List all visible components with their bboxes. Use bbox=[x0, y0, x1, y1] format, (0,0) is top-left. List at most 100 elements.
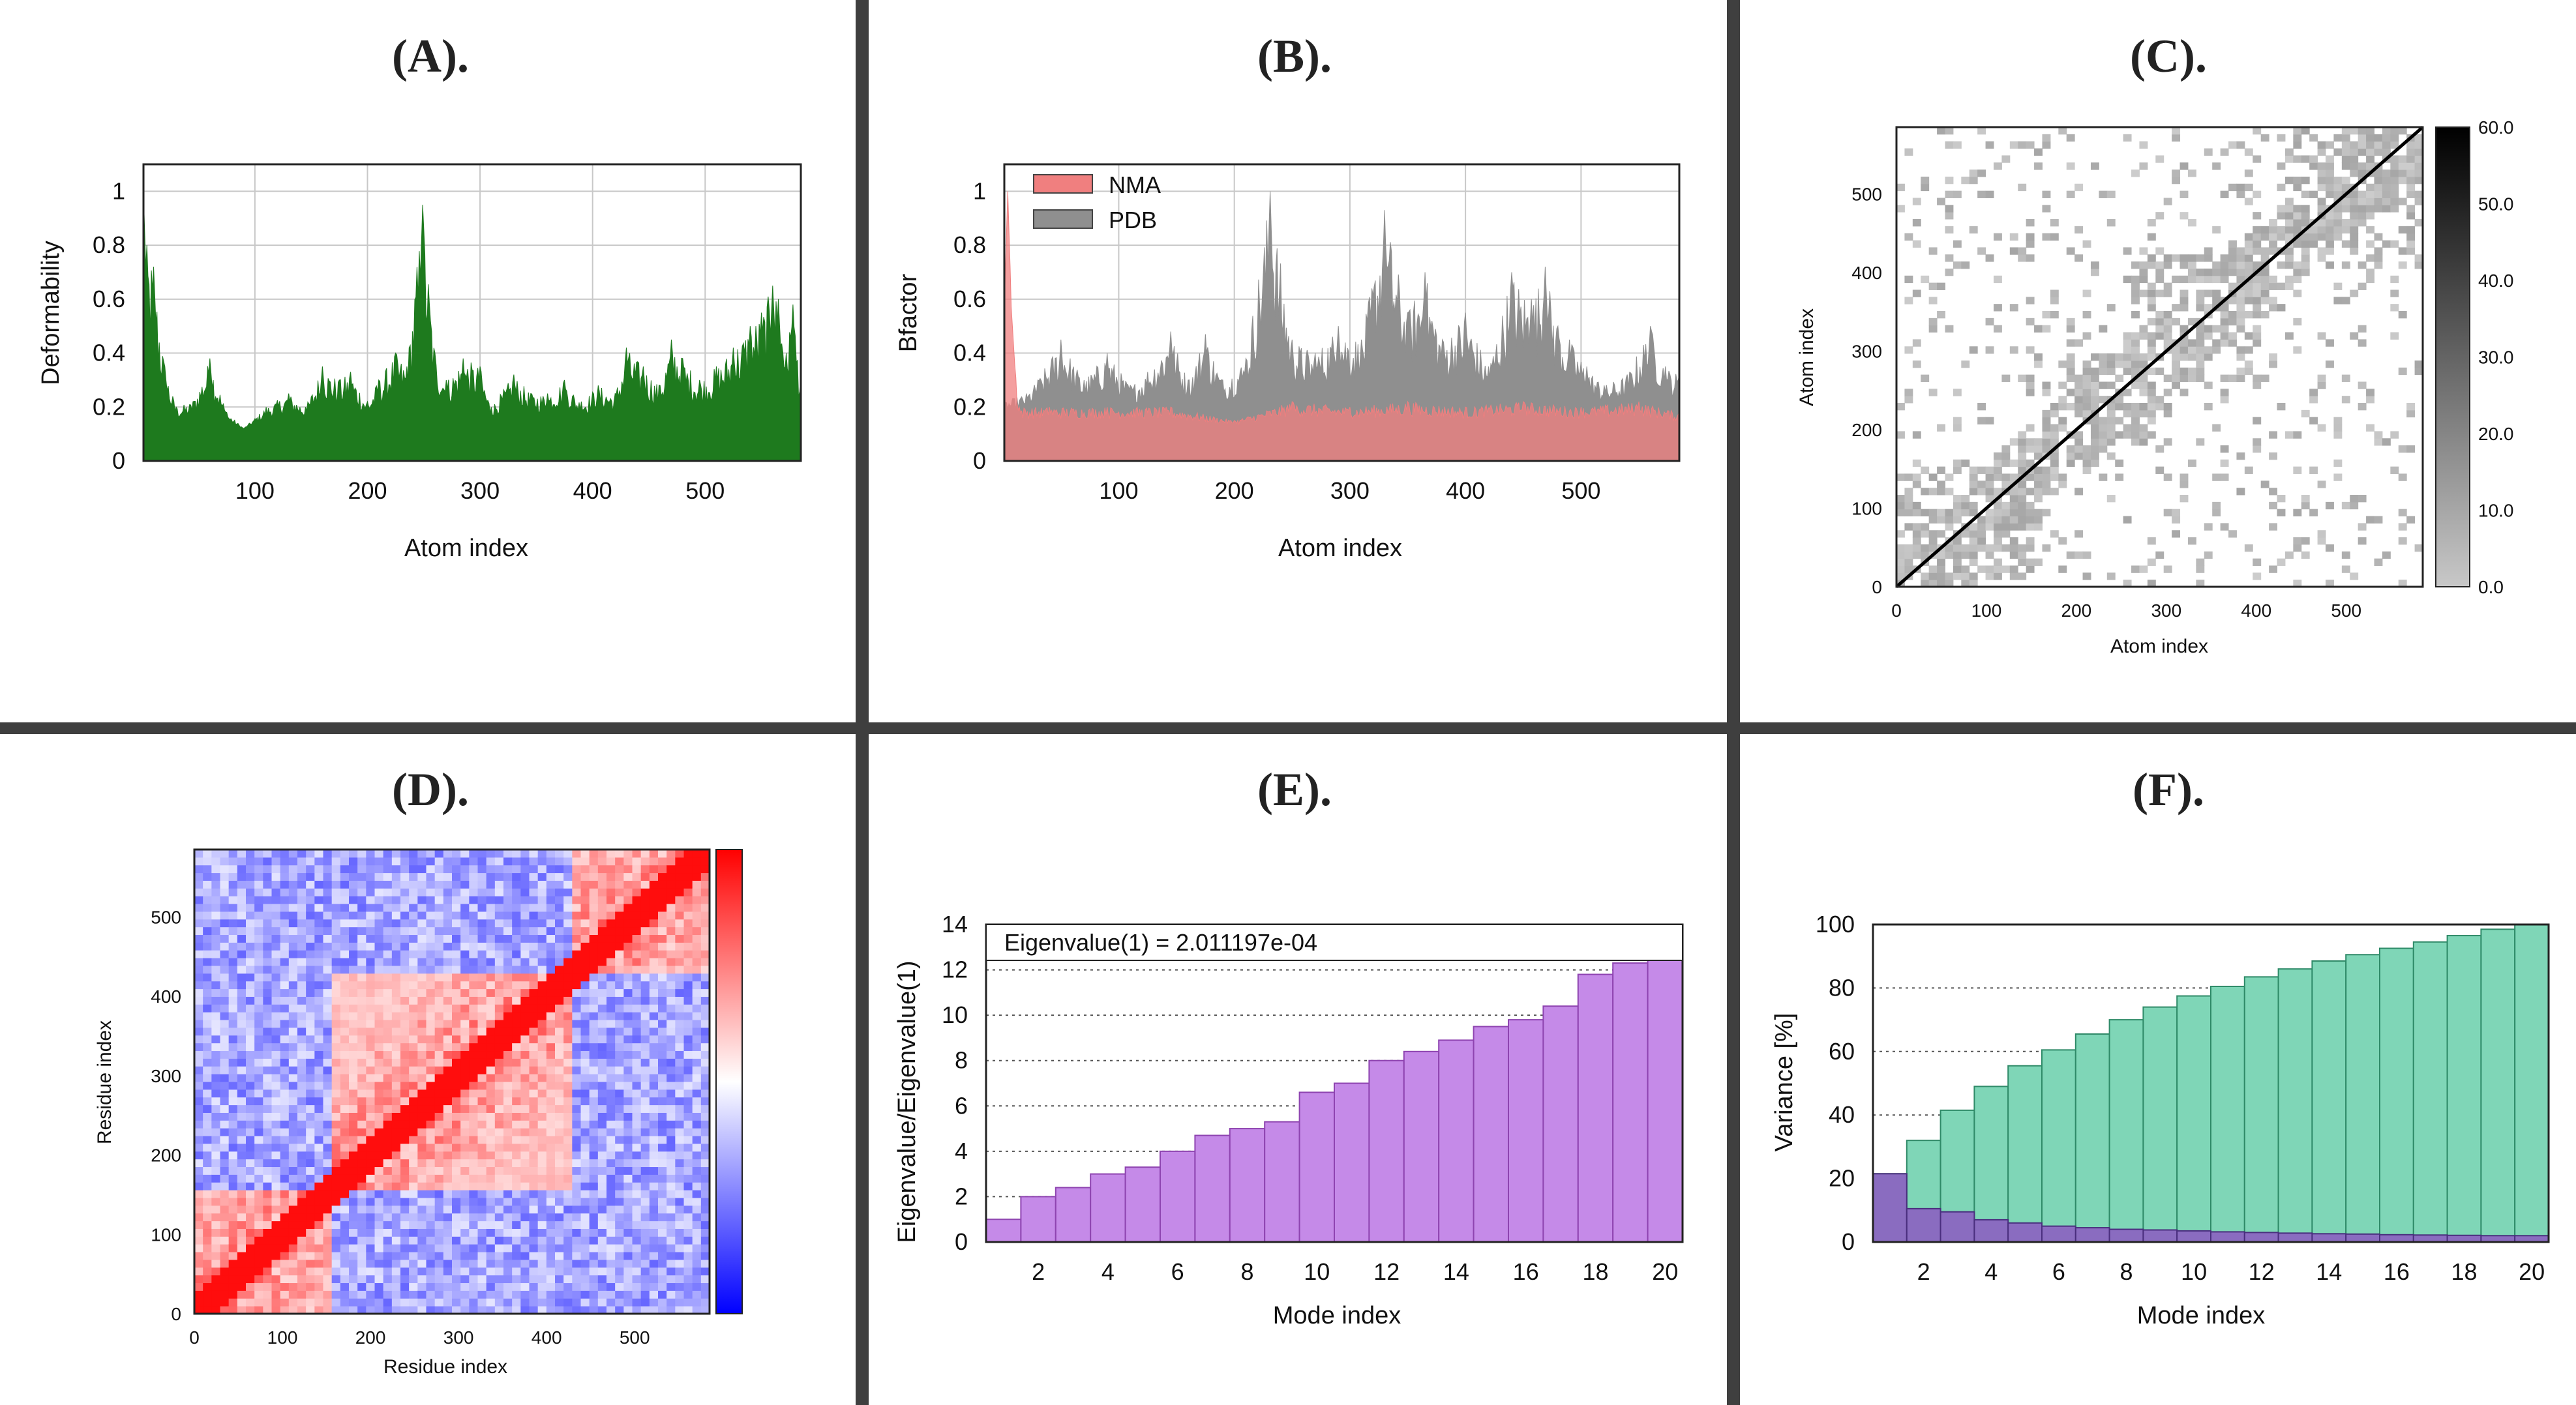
d-heat-cell bbox=[194, 904, 203, 912]
d-heat-cell bbox=[391, 1259, 401, 1268]
d-heat-cell bbox=[512, 942, 521, 951]
d-heat-cell bbox=[297, 850, 307, 858]
d-heat-cell bbox=[692, 1027, 702, 1036]
d-heat-cell bbox=[469, 1213, 478, 1222]
d-heat-cell bbox=[649, 1166, 659, 1175]
d-heat-cell bbox=[323, 857, 333, 866]
d-heat-cell bbox=[203, 1190, 212, 1198]
d-heat-cell bbox=[640, 1020, 650, 1028]
d-heat-cell bbox=[220, 1290, 230, 1299]
d-heat-cell bbox=[237, 1267, 247, 1276]
d-heat-cell bbox=[494, 880, 504, 889]
d-heat-cell bbox=[615, 1236, 624, 1245]
c-heat-cell bbox=[2309, 233, 2318, 241]
d-heat-cell bbox=[607, 1198, 616, 1206]
d-heat-cell bbox=[228, 880, 238, 889]
d-heat-cell bbox=[323, 942, 333, 951]
d-heat-cell bbox=[520, 1290, 530, 1299]
d-heat-cell bbox=[349, 958, 358, 966]
c-heat-cell bbox=[2260, 247, 2269, 255]
d-heat-cell bbox=[297, 1012, 307, 1020]
d-heat-cell bbox=[692, 880, 702, 889]
d-heat-cell bbox=[658, 1136, 667, 1144]
d-heat-cell bbox=[400, 1143, 410, 1152]
d-heat-cell bbox=[503, 988, 513, 997]
d-heat-cell bbox=[692, 1228, 702, 1237]
d-heat-cell bbox=[597, 1097, 607, 1106]
d-heat-cell bbox=[426, 888, 436, 896]
c-heat-cell bbox=[2155, 247, 2164, 255]
d-heat-cell bbox=[520, 872, 530, 881]
d-heat-cell bbox=[297, 934, 307, 943]
c-heat-cell bbox=[2196, 325, 2205, 333]
d-heat-cell bbox=[366, 1182, 375, 1191]
d-heat-cell bbox=[469, 1259, 478, 1268]
d-heat-cell bbox=[546, 996, 556, 1005]
d-heat-cell bbox=[512, 1190, 521, 1198]
d-heat-cell bbox=[391, 1089, 401, 1098]
d-heat-cell bbox=[357, 1306, 367, 1314]
d-heat-cell bbox=[546, 1198, 556, 1206]
d-heat-cell bbox=[228, 1190, 238, 1198]
d-heat-cell bbox=[477, 950, 487, 958]
d-heat-cell bbox=[615, 1058, 624, 1067]
d-heat-cell bbox=[211, 1104, 220, 1113]
d-heat-cell bbox=[366, 1128, 375, 1136]
d-heat-cell bbox=[331, 1120, 341, 1129]
c-heat-cell bbox=[2172, 127, 2181, 135]
d-heat-cell bbox=[349, 850, 358, 858]
c-heat-cell bbox=[2284, 148, 2294, 156]
d-heat-cell bbox=[683, 1252, 693, 1260]
c-heat-cell bbox=[2293, 205, 2302, 213]
d-heat-cell bbox=[246, 1020, 255, 1028]
c-heat-cell bbox=[2163, 389, 2172, 396]
d-heat-cell bbox=[426, 981, 436, 990]
d-heat-cell bbox=[366, 988, 375, 997]
c-xtick: 500 bbox=[2331, 600, 2361, 621]
d-heat-cell bbox=[452, 1043, 461, 1052]
d-heat-cell bbox=[555, 865, 564, 874]
e-bar bbox=[1647, 958, 1684, 1243]
c-heat-cell bbox=[1993, 509, 2002, 517]
d-heat-cell bbox=[537, 1190, 547, 1198]
d-heat-cell bbox=[555, 1306, 564, 1314]
d-heat-cell bbox=[563, 1190, 573, 1198]
d-heat-cell bbox=[589, 896, 599, 904]
d-heat-cell bbox=[563, 966, 573, 974]
d-heat-cell bbox=[666, 1220, 676, 1229]
d-heat-cell bbox=[469, 1290, 478, 1299]
d-heat-cell bbox=[563, 1213, 573, 1222]
d-heat-cell bbox=[658, 1143, 667, 1152]
c-heat-cell bbox=[1977, 565, 1986, 573]
e-bar bbox=[1264, 1121, 1300, 1243]
panel-a-title: (A). bbox=[392, 30, 469, 82]
d-heat-cell bbox=[666, 1020, 676, 1028]
c-heat-cell bbox=[1953, 141, 1962, 149]
d-heat-cell bbox=[263, 1182, 272, 1191]
d-heat-cell bbox=[417, 1182, 427, 1191]
d-heat-cell bbox=[366, 888, 375, 896]
c-heat-cell bbox=[2374, 431, 2383, 439]
c-heat-cell bbox=[2236, 325, 2245, 333]
d-heat-cell bbox=[211, 1012, 220, 1020]
d-heat-cell bbox=[452, 958, 461, 966]
d-heat-cell bbox=[512, 896, 521, 904]
c-heat-cell bbox=[2220, 445, 2229, 453]
d-heat-cell bbox=[494, 919, 504, 928]
d-heat-cell bbox=[623, 1027, 633, 1036]
d-heat-cell bbox=[700, 1082, 710, 1090]
d-heat-cell bbox=[675, 1143, 684, 1152]
d-heat-cell bbox=[340, 1082, 350, 1090]
d-heat-cell bbox=[400, 880, 410, 889]
d-heat-cell bbox=[683, 988, 693, 997]
c-heat-cell bbox=[2018, 438, 2027, 446]
d-heat-cell bbox=[692, 1050, 702, 1059]
c-heat-cell bbox=[2414, 544, 2423, 552]
d-heat-cell bbox=[340, 1050, 350, 1059]
d-heat-cell bbox=[237, 966, 247, 974]
d-heat-cell bbox=[486, 1097, 496, 1106]
d-heat-cell bbox=[607, 988, 616, 997]
d-heat-cell bbox=[537, 1236, 547, 1245]
d-heat-cell bbox=[692, 942, 702, 951]
c-heat-cell bbox=[2382, 551, 2391, 559]
